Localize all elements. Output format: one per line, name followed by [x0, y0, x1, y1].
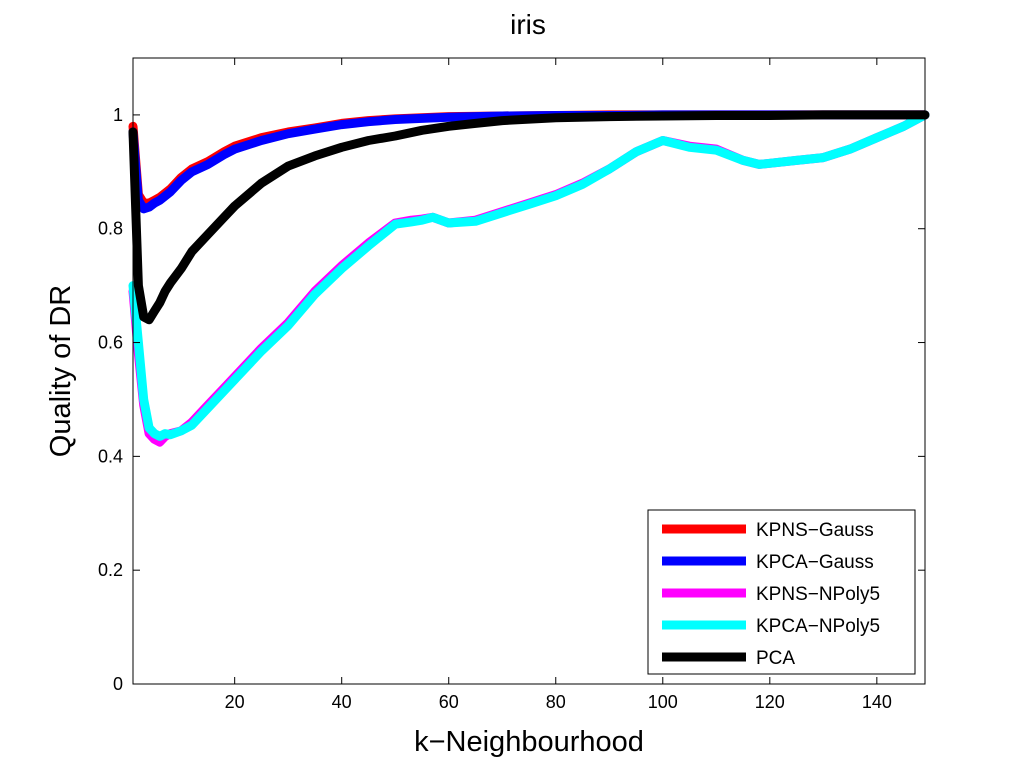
legend-label-4: KPCA−NPoly5: [756, 616, 880, 637]
x-tick-label: 60: [439, 692, 459, 712]
x-tick-label: 80: [546, 692, 566, 712]
x-tick-label: 120: [755, 692, 785, 712]
y-axis-label: Quality of DR: [45, 285, 77, 457]
y-tick-label: 0.2: [98, 560, 123, 580]
plot-area-frame: [132, 57, 926, 685]
y-tick-label: 0.6: [98, 333, 123, 353]
x-tick-label: 20: [225, 692, 245, 712]
x-tick-label: 100: [648, 692, 678, 712]
legend-label-1: KPNS−Gauss: [756, 520, 874, 541]
series-line-4: [128, 110, 930, 441]
x-axis-label: k−Neighbourhood: [414, 726, 644, 758]
axes-layer: 20 40 60 80 100 120 140 0 0.2 0.4 0.6 0.8 1: [98, 58, 925, 712]
y-tick-label: 0: [113, 674, 123, 694]
legend-label-5: PCA: [756, 648, 795, 669]
legend-label-3: KPNS−NPoly5: [756, 584, 880, 605]
legend: KPNS−Gauss KPCA−Gauss KPNS−NPoly5 KPCA−NPol…: [647, 509, 916, 675]
series-line-5: [128, 110, 930, 325]
series-layer: [128, 110, 930, 447]
x-tick-label: 140: [862, 692, 892, 712]
y-tick-label: 1: [113, 105, 123, 125]
y-tick-label: 0.8: [98, 219, 123, 239]
legend-label-2: KPCA−Gauss: [756, 552, 874, 573]
chart-title: iris: [510, 9, 546, 40]
x-tick-label: 40: [332, 692, 352, 712]
y-tick-label: 0.4: [98, 446, 123, 466]
